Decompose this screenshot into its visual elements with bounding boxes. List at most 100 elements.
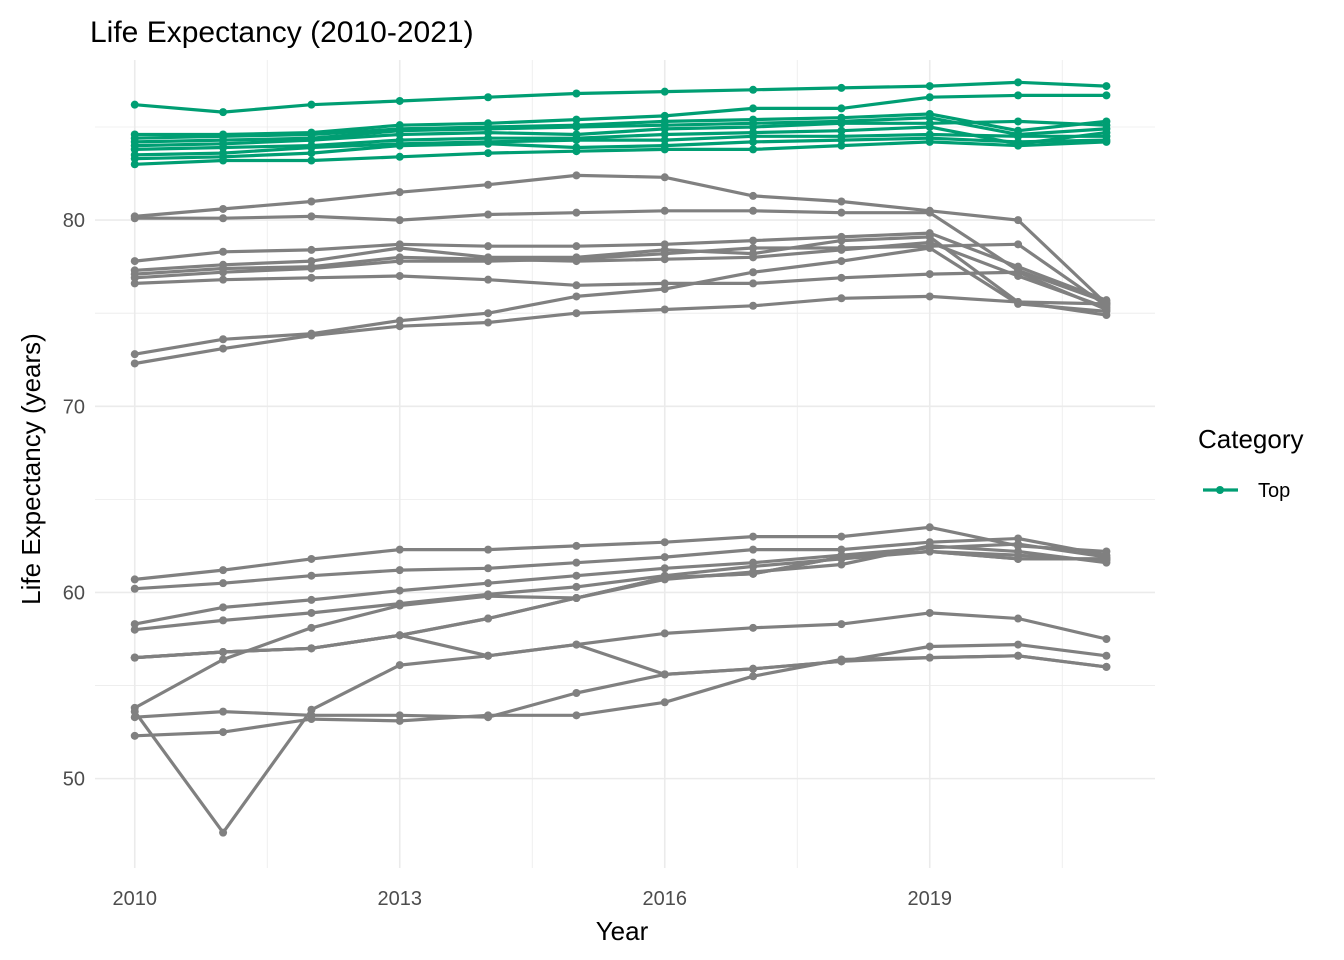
data-point (484, 139, 493, 148)
series-line (133, 242, 1109, 308)
data-point (837, 141, 846, 150)
data-point (219, 156, 228, 165)
data-point (395, 601, 404, 610)
chart-title: Life Expectancy (2010-2021) (90, 16, 474, 49)
data-point (484, 210, 493, 219)
data-point (660, 629, 669, 638)
data-point (1014, 540, 1023, 549)
data-point (837, 655, 846, 664)
data-point (749, 132, 758, 141)
data-point (484, 149, 493, 158)
legend-entry: Top (1203, 480, 1290, 502)
data-point (1014, 117, 1023, 126)
data-point (925, 541, 934, 550)
data-point (660, 124, 669, 133)
data-point (837, 104, 846, 113)
data-point (749, 545, 758, 554)
data-point (130, 653, 139, 662)
data-point (484, 180, 493, 189)
data-point (925, 232, 934, 241)
data-point (1102, 311, 1111, 320)
data-point (395, 586, 404, 595)
data-point (749, 123, 758, 132)
data-point (307, 608, 316, 617)
data-point (1014, 534, 1023, 543)
data-point (130, 620, 139, 629)
data-point (307, 644, 316, 653)
data-point (307, 571, 316, 580)
data-point (837, 545, 846, 554)
x-axis-ticks: 2010 2013 2016 2019 (113, 888, 953, 910)
series-other-23 (130, 541, 1111, 712)
data-point (749, 268, 758, 277)
data-point (1014, 651, 1023, 660)
data-point (660, 145, 669, 154)
series-line (133, 240, 1109, 310)
data-point (572, 309, 581, 318)
series-other-29 (130, 651, 1111, 740)
data-point (219, 335, 228, 344)
data-point (219, 655, 228, 664)
data-point (1014, 240, 1023, 249)
data-point (219, 579, 228, 588)
data-point (749, 236, 758, 245)
series-line (133, 294, 1109, 366)
data-point (572, 242, 581, 251)
data-point (219, 566, 228, 575)
series-layer (130, 78, 1111, 837)
data-point (307, 156, 316, 165)
data-point (572, 147, 581, 156)
data-point (130, 707, 139, 716)
data-point (219, 828, 228, 837)
data-point (660, 553, 669, 562)
data-point (572, 255, 581, 264)
data-point (307, 715, 316, 724)
data-point (1014, 216, 1023, 225)
data-point (925, 244, 934, 253)
data-point (749, 244, 758, 253)
series-line (133, 136, 1109, 161)
data-point (395, 257, 404, 266)
data-point (572, 136, 581, 145)
data-point (837, 257, 846, 266)
gridlines (95, 60, 1155, 868)
data-point (572, 115, 581, 124)
data-point (572, 594, 581, 603)
data-point (307, 136, 316, 145)
data-point (837, 294, 846, 303)
data-point (307, 212, 316, 221)
data-point (749, 279, 758, 288)
data-point (484, 242, 493, 251)
data-point (1014, 298, 1023, 307)
data-point (307, 273, 316, 282)
data-point (572, 292, 581, 301)
data-point (925, 292, 934, 301)
data-point (307, 257, 316, 266)
legend-label: Top (1258, 480, 1290, 502)
series-line (133, 173, 1109, 306)
data-point (925, 270, 934, 279)
data-point (307, 149, 316, 158)
data-point (1102, 121, 1111, 130)
series-line (133, 119, 1109, 148)
data-point (484, 318, 493, 327)
data-point (749, 104, 758, 113)
data-point (925, 123, 934, 132)
data-point (1014, 78, 1023, 87)
data-point (219, 204, 228, 213)
data-point (484, 564, 493, 573)
data-point (749, 672, 758, 681)
data-point (130, 214, 139, 223)
data-point (1014, 262, 1023, 271)
data-point (660, 564, 669, 573)
data-point (219, 707, 228, 716)
data-point (219, 268, 228, 277)
data-point (749, 623, 758, 632)
x-tick-label: 2013 (378, 888, 423, 910)
series-line (133, 642, 1109, 835)
data-point (837, 126, 846, 135)
y-axis-title: Life Expectancy (years) (16, 333, 46, 605)
data-point (1102, 662, 1111, 671)
data-point (837, 620, 846, 629)
data-point (660, 249, 669, 258)
